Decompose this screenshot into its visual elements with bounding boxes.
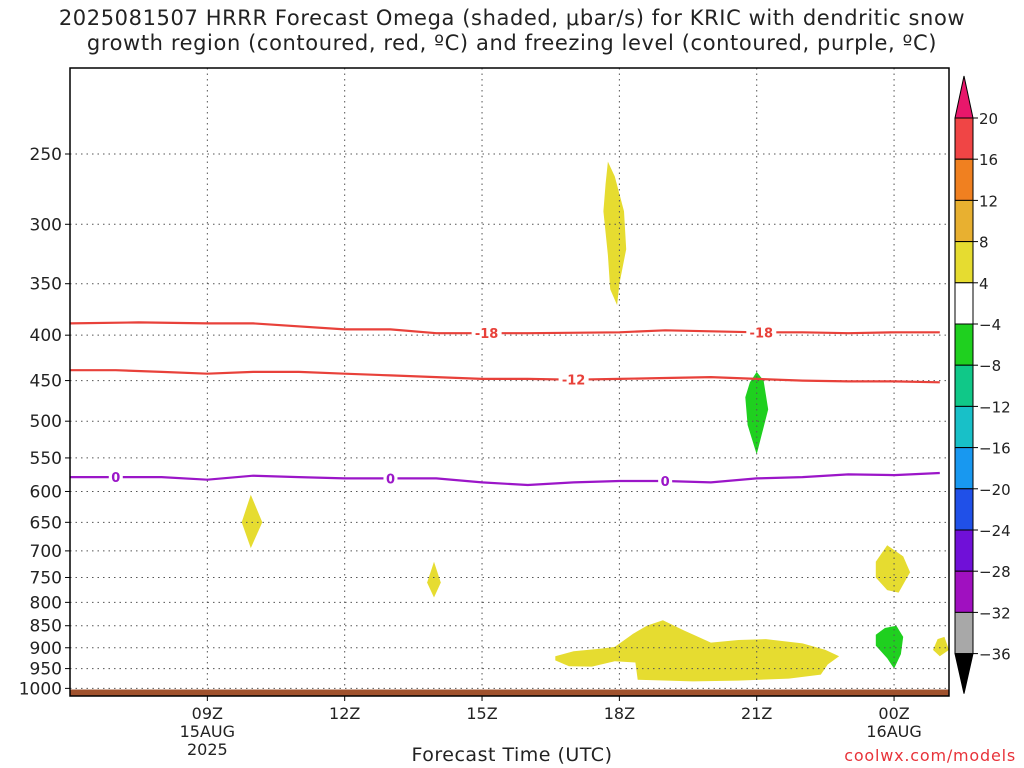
- colorbar-label: −16: [979, 440, 1011, 458]
- isotherm-label: -18: [475, 327, 499, 342]
- y-tick-label: 800: [30, 593, 62, 613]
- isotherm-label: -12: [562, 374, 586, 389]
- omega-region-1: [745, 371, 769, 455]
- omega-region-5: [875, 625, 904, 669]
- x-tick-date: 16AUG: [866, 722, 921, 741]
- isotherm-label-bg: [471, 326, 502, 341]
- colorbar-label: 20: [979, 110, 998, 128]
- colorbar-label: 16: [979, 151, 998, 169]
- y-tick-label: 850: [30, 617, 62, 637]
- colorbar-swatch-9: [954, 447, 974, 490]
- plot-background: [70, 68, 949, 696]
- isotherm-label: -18: [750, 326, 774, 341]
- colorbar-swatch-10: [954, 488, 974, 531]
- colorbar-swatch-4: [954, 241, 974, 284]
- omega-region-6: [933, 636, 949, 657]
- y-axis: 2503003504004505005506006507007508008509…: [19, 145, 70, 699]
- omega-region-0: [603, 161, 627, 306]
- colorbar-label: −20: [979, 481, 1011, 499]
- isotherm-label: 0: [386, 472, 395, 487]
- isotherm-label-bg: [108, 470, 123, 485]
- isotherm-label-bg: [383, 471, 398, 486]
- colorbar-swatch-11: [954, 529, 974, 572]
- y-tick-label: 600: [30, 482, 62, 502]
- surface-ground-bar: [70, 689, 949, 696]
- x-tick-label: 09Z: [192, 704, 223, 723]
- y-tick-label: 300: [30, 215, 62, 235]
- isotherm-line-1: [70, 369, 940, 384]
- isotherm-label-bg: [558, 372, 589, 387]
- colorbar-bottom-arrow: [954, 653, 974, 694]
- colorbar-label: −4: [979, 316, 1001, 334]
- x-axis-title: Forecast Time (UTC): [411, 744, 613, 766]
- colorbar-swatch-8: [954, 405, 974, 449]
- y-tick-label: 450: [30, 372, 62, 392]
- x-tick-label: 18Z: [604, 704, 635, 723]
- colorbar-swatch-1: [954, 117, 974, 160]
- y-tick-label: 700: [30, 542, 62, 562]
- y-tick-label: 400: [30, 326, 62, 346]
- x-tick-label: 00Z: [878, 704, 909, 723]
- plot-frame: [69, 67, 950, 697]
- x-tick-year: 2025: [187, 740, 228, 759]
- colorbar-top-arrow: [954, 75, 974, 119]
- isotherm-label: 0: [661, 475, 670, 490]
- y-tick-label: 750: [30, 568, 62, 588]
- y-tick-label: 500: [30, 412, 62, 432]
- colorbar-swatch-7: [954, 364, 974, 407]
- isotherm-label: 0: [111, 471, 120, 486]
- colorbar-swatch-12: [954, 570, 974, 613]
- chart-title-line-2: growth region (contoured, red, ºC) and f…: [86, 31, 938, 55]
- colorbar-label: −28: [979, 563, 1011, 581]
- colorbar-swatch-6: [954, 323, 974, 366]
- y-tick-label: 1000: [19, 679, 62, 699]
- colorbar-label: −24: [979, 522, 1011, 540]
- source-credit: coolwx.com/models: [844, 746, 1016, 765]
- y-tick-label: 550: [30, 449, 62, 469]
- y-tick-label: 350: [30, 275, 62, 295]
- colorbar-swatch-2: [954, 158, 974, 201]
- x-tick-label: 12Z: [329, 704, 360, 723]
- y-tick-label: 950: [30, 660, 62, 680]
- isotherm-line-0: [69, 321, 940, 335]
- x-tick-date: 15AUG: [180, 722, 235, 741]
- contour-layer: -18 -18 -12 0 0 0: [69, 321, 940, 490]
- colorbar-label: −8: [979, 357, 1001, 375]
- y-tick-label: 650: [30, 513, 62, 533]
- colorbar-swatch-3: [954, 199, 974, 243]
- x-tick-label: 21Z: [741, 704, 772, 723]
- colorbar-label: −12: [979, 398, 1011, 416]
- y-tick-label: 250: [30, 145, 62, 165]
- omega-region-3: [427, 561, 441, 598]
- colorbar: 20 16 12 8 4 −4 −8 −12 −16 −20 −24 −28 −32 −36: [954, 75, 1011, 694]
- colorbar-label: 12: [979, 192, 998, 210]
- colorbar-label: −32: [979, 604, 1011, 622]
- isotherm-label-bg: [658, 474, 673, 489]
- colorbar-swatch-13: [954, 611, 974, 655]
- isotherm-line-2: [70, 471, 940, 487]
- colorbar-label: −36: [979, 646, 1011, 664]
- x-tick-label: 15Z: [466, 704, 497, 723]
- colorbar-label: 8: [979, 234, 989, 252]
- omega-shading-layer: [241, 161, 949, 682]
- omega-region-4: [875, 545, 911, 593]
- isotherm-label-bg: [746, 325, 777, 340]
- chart-title-line-1: 2025081507 HRRR Forecast Omega (shaded, …: [58, 6, 966, 30]
- y-tick-label: 900: [30, 639, 62, 659]
- colorbar-label: 4: [979, 275, 989, 293]
- omega-region-2: [241, 494, 263, 549]
- omega-region-7: [555, 620, 840, 682]
- colorbar-swatch-5: [954, 282, 974, 325]
